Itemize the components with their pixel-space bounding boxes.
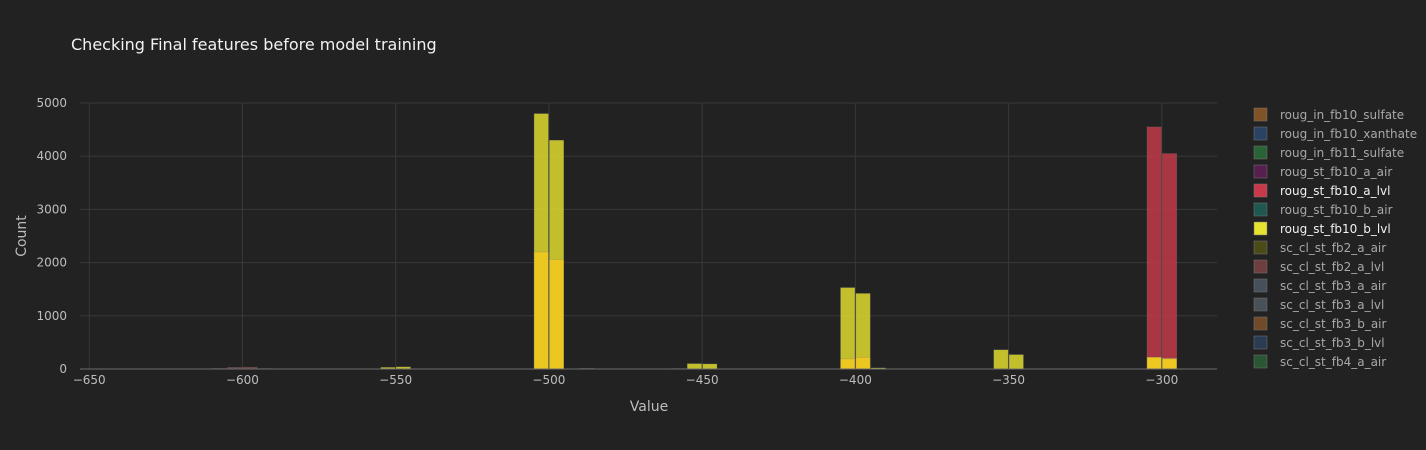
legend-label: roug_st_fb10_b_lvl bbox=[1280, 222, 1391, 236]
histogram-bar bbox=[702, 363, 718, 370]
legend-item[interactable]: sc_cl_st_fb3_b_lvl bbox=[1253, 335, 1385, 350]
legend-item[interactable]: roug_in_fb11_sulfate bbox=[1253, 145, 1404, 160]
legend[interactable]: roug_in_fb10_sulfate roug_in_fb10_xanthat… bbox=[1253, 107, 1417, 369]
legend-item[interactable]: roug_in_fb10_sulfate bbox=[1253, 107, 1404, 122]
legend-item[interactable]: sc_cl_st_fb3_a_air bbox=[1253, 278, 1386, 293]
y-tick-label: 5000 bbox=[36, 96, 67, 110]
legend-swatch bbox=[1253, 316, 1268, 331]
legend-label: sc_cl_st_fb3_a_lvl bbox=[1280, 298, 1384, 312]
y-tick-label: 0 bbox=[59, 362, 67, 376]
x-tick-label: −350 bbox=[992, 373, 1025, 387]
legend-item[interactable]: roug_st_fb10_a_air bbox=[1253, 164, 1392, 179]
legend-swatch bbox=[1253, 297, 1268, 312]
legend-swatch bbox=[1253, 126, 1268, 141]
legend-label: roug_in_fb10_sulfate bbox=[1280, 108, 1404, 122]
y-tick-label: 1000 bbox=[36, 309, 67, 323]
y-tick-label: 2000 bbox=[36, 256, 67, 270]
legend-label: roug_in_fb10_xanthate bbox=[1280, 127, 1417, 141]
bars-layer bbox=[212, 113, 1177, 370]
legend-label: sc_cl_st_fb4_a_air bbox=[1280, 355, 1386, 369]
legend-label: sc_cl_st_fb2_a_lvl bbox=[1280, 260, 1384, 274]
legend-label: sc_cl_st_fb3_b_lvl bbox=[1280, 336, 1385, 350]
legend-item[interactable]: sc_cl_st_fb3_b_air bbox=[1253, 316, 1387, 331]
legend-swatch bbox=[1253, 145, 1268, 160]
overlay-histogram-bar bbox=[533, 251, 549, 370]
legend-label: roug_in_fb11_sulfate bbox=[1280, 146, 1404, 160]
legend-item[interactable]: sc_cl_st_fb2_a_air bbox=[1253, 240, 1386, 255]
legend-label: sc_cl_st_fb3_b_air bbox=[1280, 317, 1387, 331]
x-tick-label: −550 bbox=[379, 373, 412, 387]
histogram-bar bbox=[840, 287, 856, 370]
legend-item[interactable]: roug_st_fb10_b_air bbox=[1253, 202, 1393, 217]
x-tick-label: −450 bbox=[686, 373, 719, 387]
legend-swatch bbox=[1253, 240, 1268, 255]
legend-swatch bbox=[1253, 259, 1268, 274]
legend-swatch bbox=[1253, 335, 1268, 350]
grid-lines bbox=[80, 102, 1217, 369]
x-tick-label: −400 bbox=[839, 373, 872, 387]
overlay-histogram-bar bbox=[855, 357, 871, 370]
y-tick-label: 4000 bbox=[36, 149, 67, 163]
overlay-histogram-bar bbox=[1146, 357, 1162, 370]
x-tick-label: −650 bbox=[73, 373, 106, 387]
legend-item[interactable]: sc_cl_st_fb2_a_lvl bbox=[1253, 259, 1384, 274]
legend-item[interactable]: sc_cl_st_fb4_a_air bbox=[1253, 354, 1386, 369]
axes: 0 1000 2000 3000 4000 5000 −650 −600 −550 −500 −45… bbox=[36, 96, 1217, 387]
histogram-bar bbox=[687, 363, 702, 370]
chart-title: Checking Final features before model tra… bbox=[71, 35, 437, 54]
legend-swatch bbox=[1253, 164, 1268, 179]
legend-item[interactable]: sc_cl_st_fb3_a_lvl bbox=[1253, 297, 1384, 312]
x-tick-label: −300 bbox=[1145, 373, 1178, 387]
x-axis-title: Value bbox=[630, 399, 668, 415]
legend-swatch bbox=[1253, 202, 1268, 217]
legend-label: sc_cl_st_fb2_a_air bbox=[1280, 241, 1386, 255]
overlay-histogram-bar bbox=[1162, 358, 1177, 370]
x-tick-label: −600 bbox=[226, 373, 259, 387]
histogram-bar bbox=[993, 349, 1009, 370]
legend-item[interactable]: roug_st_fb10_a_lvl bbox=[1253, 183, 1390, 198]
overlay-histogram-bar bbox=[549, 259, 564, 370]
legend-label: sc_cl_st_fb3_a_air bbox=[1280, 279, 1386, 293]
legend-label: roug_st_fb10_b_air bbox=[1280, 203, 1393, 217]
legend-label: roug_st_fb10_a_air bbox=[1280, 165, 1392, 179]
histogram-bar bbox=[1146, 126, 1162, 370]
legend-swatch bbox=[1253, 278, 1268, 293]
y-tick-label: 3000 bbox=[36, 202, 67, 216]
overlay-histogram-bar bbox=[840, 358, 856, 370]
histogram-bar bbox=[1008, 354, 1024, 370]
legend-label: roug_st_fb10_a_lvl bbox=[1280, 184, 1390, 198]
histogram-bar bbox=[1162, 153, 1177, 370]
legend-swatch bbox=[1253, 107, 1268, 122]
legend-item[interactable]: roug_st_fb10_b_lvl bbox=[1253, 221, 1391, 236]
legend-swatch bbox=[1253, 354, 1268, 369]
y-axis-title: Count bbox=[14, 215, 30, 257]
legend-swatch bbox=[1253, 183, 1268, 198]
legend-item[interactable]: roug_in_fb10_xanthate bbox=[1253, 126, 1417, 141]
x-tick-label: −500 bbox=[532, 373, 565, 387]
legend-swatch bbox=[1253, 221, 1268, 236]
